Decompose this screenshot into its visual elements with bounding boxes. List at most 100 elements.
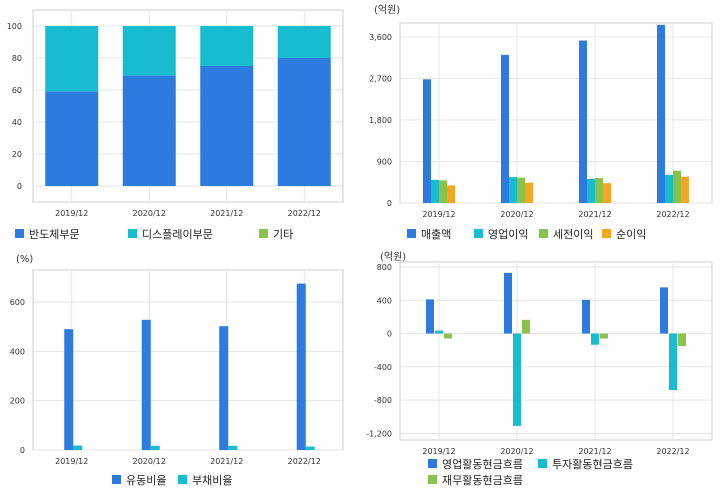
- unit-label: (%): [16, 254, 33, 265]
- y-tick-label: -1,200: [366, 429, 392, 438]
- bar-1-2019-12: [64, 329, 74, 450]
- bar-2-2019-12: [73, 445, 83, 450]
- y-tick-label: 20: [12, 150, 22, 159]
- y-tick-label: 100: [7, 22, 22, 31]
- bar-1-2020-12: [141, 319, 151, 450]
- bar-1-2022-12: [277, 58, 331, 186]
- legend-item: 세전이익: [539, 228, 593, 241]
- y-tick-label: -800: [374, 396, 392, 405]
- legend-swatch: [474, 229, 483, 238]
- legend-swatch: [428, 459, 437, 468]
- x-tick-label: 2019/12: [422, 447, 455, 456]
- bar-3-2020-12: [522, 319, 530, 334]
- legend-swatch: [178, 475, 187, 484]
- legend-swatch: [15, 229, 24, 238]
- x-tick-label: 2021/12: [210, 209, 243, 218]
- legend-label: 세전이익: [553, 228, 593, 241]
- unit-label: (억원): [380, 251, 406, 263]
- bar-3-2021-12: [595, 178, 603, 203]
- legend-item: 순이익: [602, 228, 646, 241]
- legend-label: 재무활동현금흐름: [442, 473, 523, 487]
- legend-swatch: [128, 229, 137, 238]
- bar-4-2019-12: [447, 185, 455, 203]
- bar-2-2020-12: [150, 445, 160, 450]
- bar-3-2019-12: [439, 180, 447, 203]
- bar-1-2021-12: [582, 299, 590, 334]
- bar-3-2021-12: [600, 333, 608, 339]
- bar-2-2022-12: [665, 174, 673, 203]
- legend-item: 매출액: [407, 228, 451, 241]
- legend-label: 유동비율: [126, 474, 166, 487]
- legend-swatch: [602, 229, 611, 238]
- y-tick-label: 1,800: [369, 116, 392, 125]
- bar-3-2022-12: [673, 170, 681, 203]
- bar-2-2022-12: [305, 446, 315, 450]
- x-tick-label: 2019/12: [55, 457, 88, 466]
- y-tick-label: 0: [17, 182, 22, 191]
- legend-label: 부채비율: [192, 474, 232, 487]
- legend-label: 영업활동현금흐름: [442, 457, 523, 471]
- x-tick-label: 2020/12: [500, 210, 533, 219]
- legend-label: 반도체부문: [29, 228, 80, 241]
- bar-2-2022-12: [277, 26, 331, 58]
- x-tick-label: 2022/12: [656, 210, 689, 219]
- bar-2-2019-12: [45, 26, 99, 92]
- legend-swatch: [539, 229, 548, 238]
- legend-item: 투자활동현금흐름: [538, 457, 633, 471]
- x-tick-label: 2021/12: [210, 457, 243, 466]
- x-tick-label: 2020/12: [133, 209, 166, 218]
- bar-1-2019-12: [423, 79, 431, 203]
- legend-swatch: [538, 459, 547, 468]
- legend-swatch: [428, 475, 437, 484]
- bar-1-2019-12: [426, 299, 434, 334]
- y-tick-label: 600: [10, 298, 25, 307]
- legend-item: 유동비율: [112, 474, 166, 487]
- chart-2: 0 900 1,800 2,700 3,600 (억원) 2019/12 2020/12 202…: [369, 4, 713, 241]
- legend-label: 영업이익: [488, 228, 528, 241]
- bar-2-2019-12: [431, 179, 439, 203]
- bar-2-2021-12: [200, 26, 254, 66]
- bar-1-2022-12: [296, 283, 306, 450]
- legend-item: 기타: [259, 228, 293, 241]
- legend-swatch: [259, 229, 268, 238]
- y-tick-label: 200: [10, 397, 25, 406]
- x-tick-label: 2022/12: [288, 209, 321, 218]
- bar-2-2020-12: [122, 26, 176, 76]
- y-tick-label: 3,600: [369, 33, 392, 42]
- legend-item: 영업이익: [474, 228, 528, 241]
- bar-2-2021-12: [228, 445, 238, 450]
- bar-4-2020-12: [525, 182, 533, 203]
- y-tick-label: 40: [12, 118, 22, 127]
- x-tick-label: 2021/12: [578, 447, 611, 456]
- legend-label: 순이익: [616, 228, 646, 241]
- legend-item: 부채비율: [178, 474, 232, 487]
- bar-3-2019-12: [444, 333, 452, 339]
- bar-1-2022-12: [660, 287, 668, 334]
- bar-2-2020-12: [513, 333, 521, 426]
- bar-1-2020-12: [122, 75, 176, 186]
- bar-3-2022-12: [678, 333, 686, 347]
- x-tick-label: 2022/12: [656, 447, 689, 456]
- bar-1-2020-12: [501, 54, 509, 203]
- bar-1-2020-12: [504, 272, 512, 334]
- bar-3-2020-12: [517, 177, 525, 203]
- bar-1-2022-12: [657, 24, 665, 203]
- unit-label: (억원): [374, 4, 400, 16]
- y-tick-label: 80: [12, 54, 22, 63]
- bar-2-2019-12: [435, 330, 443, 334]
- legend-item: 디스플레이부문: [128, 228, 213, 241]
- chart-3: 0 200 400 600 (%) 2019/12 2020/12 2021/12 2022/1…: [10, 254, 344, 487]
- y-tick-label: 400: [10, 347, 25, 356]
- legend-label: 매출액: [421, 228, 451, 241]
- y-tick-label: 0: [387, 330, 392, 339]
- bar-1-2021-12: [219, 326, 229, 450]
- bar-1-2021-12: [200, 66, 254, 186]
- bar-2-2021-12: [591, 333, 599, 345]
- bar-4-2022-12: [681, 176, 689, 203]
- x-tick-label: 2019/12: [55, 209, 88, 218]
- plot-frame: [32, 269, 344, 451]
- bar-2-2021-12: [587, 179, 595, 203]
- x-tick-label: 2020/12: [133, 457, 166, 466]
- legend-item: 재무활동현금흐름: [428, 473, 523, 487]
- bar-1-2021-12: [579, 40, 587, 204]
